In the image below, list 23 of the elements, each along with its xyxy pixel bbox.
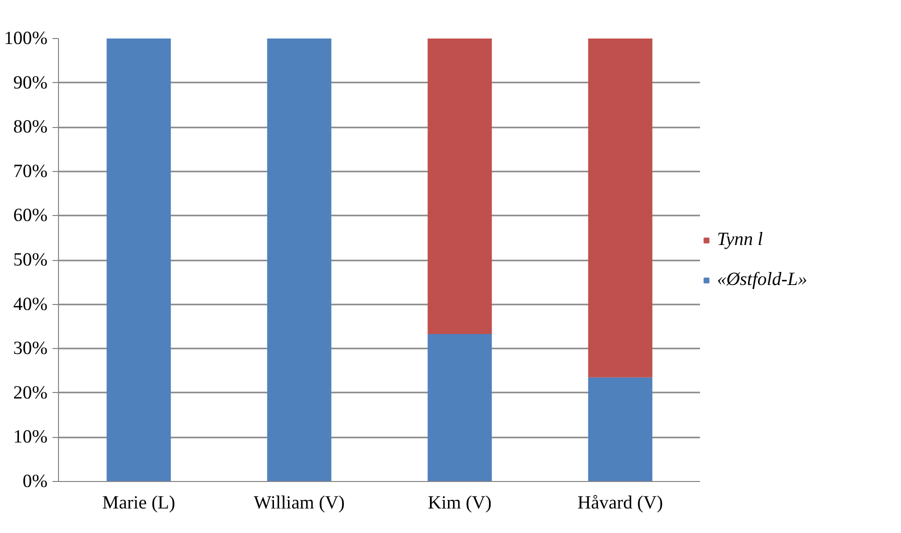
y-tick-label: 0% — [22, 471, 48, 492]
bar — [106, 38, 171, 482]
bar — [267, 38, 332, 482]
x-tick-label: William (V) — [254, 492, 345, 514]
y-tick-label: 60% — [13, 205, 48, 226]
y-tick-label: 10% — [13, 426, 48, 448]
x-tick-label: Kim (V) — [428, 492, 492, 514]
y-tick-label: 50% — [13, 250, 48, 270]
x-tick-label: Marie (L) — [102, 492, 176, 514]
y-tick-label: 80% — [13, 116, 48, 138]
bar — [588, 38, 652, 378]
y-tick-label: 70% — [13, 160, 48, 182]
x-tick-label: Håvard (V) — [578, 492, 663, 514]
legend-label: «Østfold-L» — [717, 268, 808, 290]
y-tick-label: 90% — [13, 72, 48, 94]
y-tick-label: 40% — [13, 294, 48, 315]
legend-label: Tynn l — [717, 228, 763, 250]
y-tick-label: 20% — [13, 382, 48, 404]
y-tick-label: 30% — [13, 338, 48, 360]
y-tick-label: 100% — [4, 28, 48, 49]
bar — [428, 38, 492, 334]
bar — [588, 377, 652, 482]
bar — [428, 334, 492, 482]
